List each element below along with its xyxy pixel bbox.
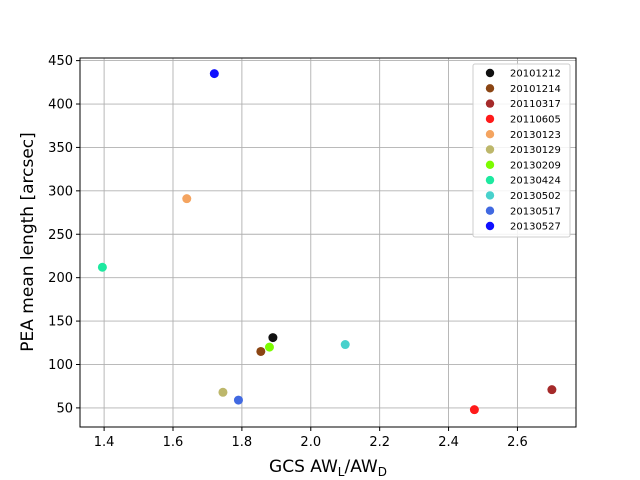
legend: 20101212 20101214 20110317 20110605 20130123…: [472, 63, 571, 238]
legend-box: [472, 63, 571, 238]
legend-marker-20130424: [485, 175, 495, 185]
legend-marker-20110317: [485, 99, 495, 108]
data-point-20101214: [256, 346, 266, 356]
plot-area-frame: [79, 57, 577, 428]
x-tick-label: 1.8: [232, 435, 253, 450]
y-tick-label: 50: [56, 401, 73, 416]
x-tick-label: 1.6: [163, 435, 184, 450]
data-point-20101212: [268, 333, 278, 343]
data-points: [97, 69, 557, 415]
data-point-20130517: [233, 395, 243, 405]
legend-marker-20130527: [485, 221, 495, 231]
y-axis-label: PEA mean length [arcsec]: [18, 132, 38, 352]
x-tick-label: 2.4: [438, 435, 459, 450]
legend-marker-20101214: [485, 84, 495, 93]
legend-label: 20130517: [510, 206, 561, 217]
y-axis-ticks: 50 100 150 200 250 300 350 400 450: [48, 54, 80, 416]
legend-marker-20130129: [485, 145, 495, 154]
data-point-20130209: [264, 342, 274, 352]
data-point-20110317: [547, 385, 557, 395]
data-point-20130502: [340, 340, 350, 350]
y-tick-label: 350: [48, 141, 73, 156]
legend-marker-20130123: [485, 130, 495, 139]
y-tick-label: 100: [48, 358, 73, 373]
data-point-20130424: [97, 262, 107, 272]
legend-marker-20130517: [485, 206, 495, 215]
legend-label: 20130502: [510, 191, 561, 202]
data-point-20130129: [218, 387, 228, 397]
legend-label: 20130424: [510, 176, 561, 187]
x-axis-label: GCS AWL/AWD: [269, 457, 387, 479]
legend-label: 20130527: [510, 222, 561, 233]
legend-marker-20110605: [485, 114, 495, 124]
x-tick-label: 2.2: [369, 435, 390, 450]
legend-label: 20101214: [510, 84, 561, 95]
legend-label: 20130123: [510, 130, 561, 141]
data-point-20130123: [182, 194, 192, 204]
legend-label: 20101212: [510, 69, 561, 80]
y-tick-label: 200: [48, 271, 73, 286]
x-tick-label: 2.6: [507, 435, 528, 450]
legend-label: 20130129: [510, 145, 561, 156]
x-axis-ticks: 1.4 1.6 1.8 2.0 2.2 2.4 2.6: [94, 427, 528, 450]
y-tick-label: 150: [48, 315, 73, 330]
y-tick-label: 250: [48, 228, 73, 243]
data-point-20110605: [469, 405, 479, 415]
legend-marker-20101212: [485, 68, 495, 78]
x-tick-label: 1.4: [94, 435, 115, 450]
x-tick-label: 2.0: [300, 435, 321, 450]
legend-label: 20110605: [510, 115, 561, 126]
legend-marker-20130502: [485, 191, 495, 200]
legend-label: 20110317: [510, 99, 561, 110]
legend-marker-20130209: [485, 160, 495, 169]
legend-label: 20130209: [510, 160, 561, 171]
y-tick-label: 400: [48, 98, 73, 113]
y-tick-label: 300: [48, 184, 73, 199]
y-tick-label: 450: [48, 54, 73, 69]
data-point-20130527: [209, 69, 219, 79]
